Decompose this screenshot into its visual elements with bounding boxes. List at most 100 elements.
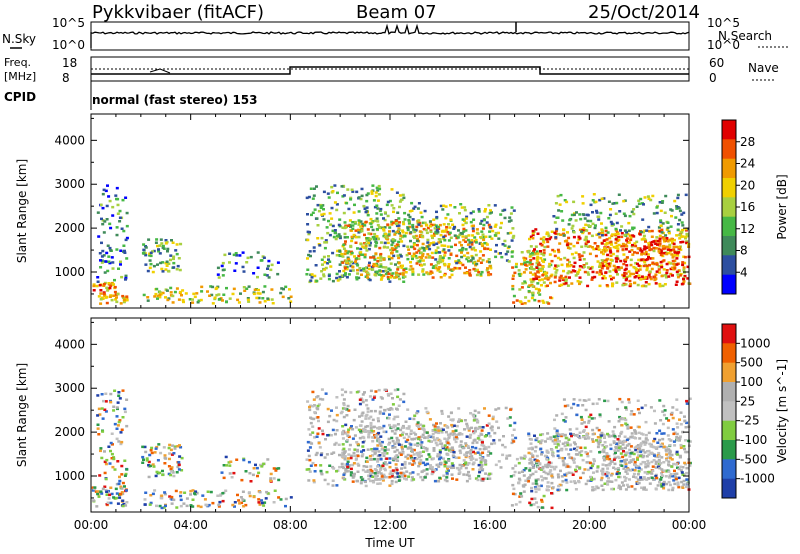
velocity-echo-cell: [321, 398, 325, 401]
power-echo-cell: [432, 223, 436, 227]
power-echo-cell: [666, 221, 670, 224]
power-echo-cell: [631, 234, 635, 237]
velocity-echo-cell: [590, 464, 594, 468]
velocity-echo-cell: [632, 472, 636, 476]
velocity-echo-cell: [106, 501, 110, 504]
velocity-echo-cell: [472, 450, 475, 454]
velocity-echo-cell: [163, 492, 167, 496]
velocity-echo-cell: [614, 451, 617, 455]
power-echo-cell: [362, 267, 365, 271]
velocity-echo-cell: [366, 407, 370, 410]
velocity-echo-cell: [589, 475, 592, 479]
power-echo-cell: [382, 229, 386, 232]
power-echo-cell: [647, 245, 651, 248]
power-echo-cell: [432, 243, 436, 247]
power-echo-cell: [456, 236, 460, 239]
power-echo-cell: [108, 261, 112, 265]
power-echo-cell: [353, 203, 356, 207]
power-cbar-tick-label: 16: [740, 200, 755, 214]
velocity-echo-cell: [612, 487, 615, 491]
power-echo-cell: [208, 294, 212, 297]
velocity-echo-cell: [465, 473, 469, 477]
power-echo-cell: [621, 248, 625, 251]
power-echo-cell: [651, 257, 655, 260]
power-echo-cell: [266, 267, 269, 270]
power-echo-cell: [616, 273, 619, 276]
power-echo-cell: [396, 266, 400, 269]
velocity-echo-cell: [480, 433, 484, 436]
velocity-echo-cell: [117, 391, 121, 394]
velocity-echo-cell: [673, 482, 677, 486]
velocity-echo-cell: [487, 450, 491, 453]
power-echo-cell: [421, 259, 425, 262]
power-echo-cell: [585, 238, 589, 242]
power-echo-cell: [121, 296, 125, 299]
velocity-echo-cell: [434, 468, 438, 471]
power-echo-cell: [379, 274, 383, 277]
velocity-echo-cell: [488, 472, 492, 476]
velocity-echo-cell: [481, 426, 485, 429]
velocity-echo-cell: [163, 456, 167, 460]
power-echo-cell: [671, 274, 674, 277]
velocity-echo-cell: [542, 470, 546, 473]
power-echo-cell: [459, 231, 463, 235]
power-echo-cell: [345, 267, 349, 271]
velocity-echo-cell: [458, 445, 462, 448]
velocity-echo-cell: [644, 404, 648, 407]
power-echo-cell: [374, 191, 378, 194]
power-echo-cell: [288, 288, 291, 291]
power-echo-cell: [470, 239, 474, 242]
power-echo-cell: [489, 266, 493, 270]
power-echo-cell: [155, 238, 159, 241]
power-echo-cell: [158, 295, 162, 299]
power-echo-cell: [543, 277, 547, 280]
velocity-echo-cell: [393, 476, 397, 479]
velocity-echo-cell: [442, 457, 445, 460]
power-echo-cell: [670, 253, 674, 256]
velocity-echo-cell: [224, 489, 228, 492]
velocity-echo-cell: [367, 470, 371, 473]
velocity-echo-cell: [420, 446, 424, 449]
velocity-echo-cell: [111, 443, 114, 446]
power-echo-cell: [576, 280, 580, 283]
velocity-echo-cell: [447, 442, 451, 446]
power-echo-cell: [357, 231, 361, 234]
velocity-echo-cell: [405, 470, 409, 473]
power-echo-cell: [314, 264, 318, 267]
velocity-echo-cell: [459, 443, 463, 447]
power-echo-cell: [553, 276, 557, 279]
power-echo-cell: [158, 291, 162, 294]
velocity-echo-cell: [625, 472, 629, 475]
power-echo-cell: [521, 282, 525, 285]
power-echo-cell: [108, 222, 112, 226]
power-echo-cell: [578, 282, 581, 286]
velocity-echo-cell: [444, 448, 448, 451]
power-echo-cell: [476, 232, 480, 235]
velocity-echo-cell: [365, 403, 369, 407]
velocity-echo-cell: [604, 464, 608, 467]
power-echo-cell: [159, 238, 163, 241]
velocity-echo-cell: [359, 431, 363, 434]
velocity-echo-cell: [401, 431, 405, 434]
velocity-echo-cell: [539, 441, 543, 444]
velocity-echo-cell: [587, 415, 591, 419]
velocity-echo-cell: [376, 437, 380, 440]
velocity-echo-cell: [437, 429, 441, 432]
power-echo-cell: [673, 259, 677, 262]
power-echo-cell: [422, 263, 426, 266]
velocity-echo-cell: [506, 417, 510, 420]
power-echo-cell: [606, 253, 610, 257]
power-echo-cell: [412, 242, 416, 245]
power-echo-cell: [419, 251, 423, 254]
velocity-echo-cell: [619, 485, 622, 489]
power-echo-cell: [342, 211, 346, 215]
velocity-echo-cell: [602, 458, 606, 462]
velocity-echo-cell: [319, 469, 323, 473]
power-echo-cell: [105, 295, 109, 299]
velocity-echo-cell: [403, 463, 407, 466]
velocity-echo-cell: [575, 465, 579, 468]
power-echo-cell: [384, 266, 388, 269]
velocity-echo-cell: [685, 485, 688, 489]
velocity-echo-cell: [511, 483, 515, 487]
power-echo-cell: [330, 217, 334, 220]
